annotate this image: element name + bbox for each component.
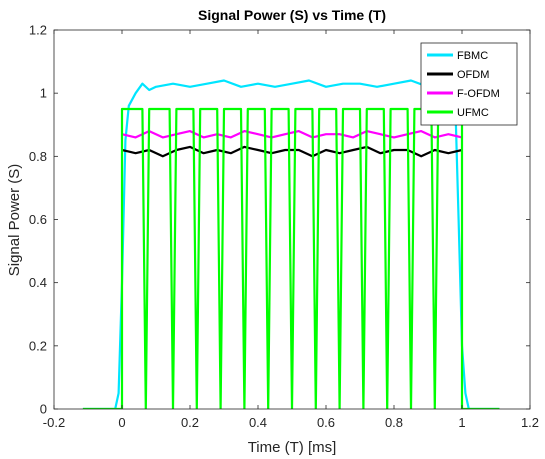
x-tick-label: 0.2 [181,415,199,430]
x-tick-label: 0.8 [385,415,403,430]
y-tick-label: 1 [40,86,47,101]
chart-title: Signal Power (S) vs Time (T) [198,7,386,23]
series-line-ofdm [121,145,463,158]
legend-label: OFDM [457,69,489,81]
y-axis-label: Signal Power (S) [6,164,23,277]
x-tick-label: 1 [458,415,465,430]
x-tick-label: 0.4 [249,415,267,430]
y-tick-label: 1.2 [29,23,47,38]
axes: -0.2 0 0.2 0.4 0.6 0.8 1 1.200.20.40.60.811.2 [29,23,539,431]
y-tick-label: 0 [40,402,47,417]
y-tick-label: 0.2 [29,338,47,353]
x-tick-label: 0 [118,415,125,430]
x-tick-label: 1.2 [521,415,539,430]
y-tick-label: 0.6 [29,212,47,227]
y-tick-label: 0.8 [29,149,47,164]
x-tick-label: -0.2 [43,415,65,430]
x-axis-label: Time (T) [ms] [248,439,337,456]
legend-label: UFMC [457,107,489,119]
legend: FBMC OFDM F-OFDM UFMC [420,42,518,126]
y-tick-label: 0.4 [29,275,47,290]
legend-label: F-OFDM [457,88,500,100]
series-line-f-ofdm [121,130,463,139]
legend-label: FBMC [457,50,488,62]
series-line-ufmc [82,107,500,409]
x-tick-label: 0.6 [317,415,335,430]
